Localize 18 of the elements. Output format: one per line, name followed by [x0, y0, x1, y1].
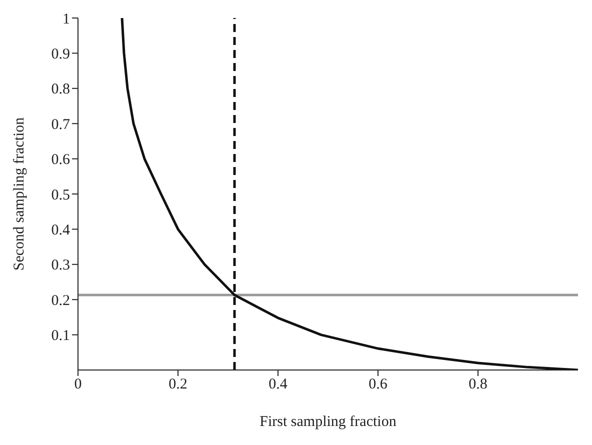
y-tick-label: 0.3	[51, 258, 70, 274]
y-tick-label: 0.1	[51, 328, 70, 344]
y-axis-title: Second sampling fraction	[11, 116, 28, 271]
y-tick-label: 1	[62, 11, 70, 28]
x-axis-title: First sampling fraction	[260, 414, 397, 430]
x-tick-label: 0.2	[168, 376, 188, 393]
x-tick-label: 0	[74, 376, 82, 393]
line-series	[120, 18, 578, 370]
y-tick-label: 0.9	[51, 46, 70, 63]
y-tick-label: 0.4	[51, 222, 70, 239]
y-tick-label: 0.8	[51, 82, 70, 98]
y-tick-label: 0.7	[51, 116, 70, 133]
y-tick-label: 0.6	[51, 152, 70, 168]
y-tick-label: 0.2	[51, 292, 70, 309]
x-tick-label: 0.6	[368, 376, 388, 393]
x-tick-label: 0.8	[468, 376, 488, 393]
y-tick-label: 0.5	[51, 187, 70, 204]
x-tick-label: 0.4	[268, 376, 288, 393]
